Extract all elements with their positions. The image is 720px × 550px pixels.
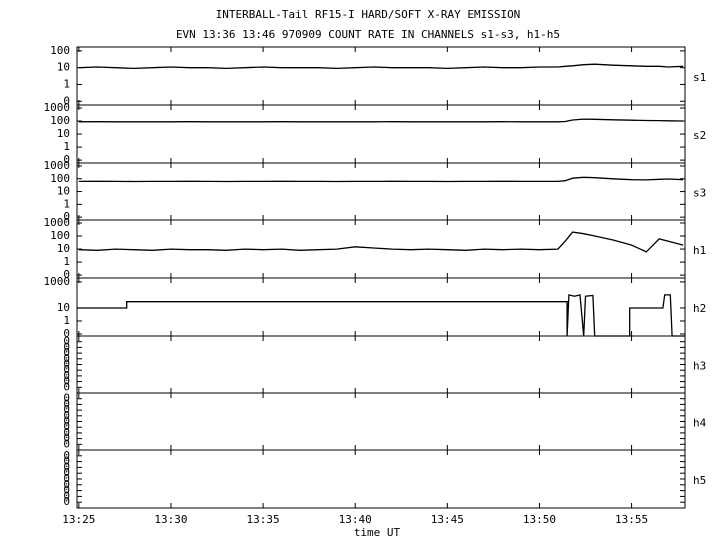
y-tick-label: 0 (63, 495, 70, 508)
y-tick-label: 100 (50, 229, 70, 242)
y-tick-label: 0 (63, 335, 70, 348)
chart-subtitle: EVN 13:36 13:46 970909 COUNT RATE IN CHA… (176, 28, 560, 41)
panel-label: h2 (693, 302, 706, 315)
y-tick-label: 0 (63, 472, 70, 485)
y-tick-label: 0 (63, 460, 70, 473)
x-tick-label: 13:50 (523, 513, 556, 526)
panel-label: s2 (693, 129, 706, 142)
panel-label: h5 (693, 474, 706, 487)
y-tick-label: 10 (57, 242, 70, 255)
y-tick-label: 0 (63, 432, 70, 445)
chart-title: INTERBALL-Tail RF15-I HARD/SOFT X-RAY EM… (216, 8, 521, 21)
data-line (78, 176, 684, 183)
panel-label: h4 (693, 417, 707, 430)
y-tick-label: 0 (63, 437, 70, 450)
y-tick-label: 1000 (44, 101, 71, 114)
y-tick-label: 1 (63, 255, 70, 268)
y-tick-label: 1 (63, 77, 70, 90)
panel-label: s1 (693, 71, 706, 84)
x-tick-label: 13:45 (431, 513, 464, 526)
y-tick-label: 0 (63, 352, 70, 365)
y-tick-label: 1 (63, 197, 70, 210)
data-line (78, 63, 684, 70)
x-tick-label: 13:30 (154, 513, 187, 526)
data-line (77, 294, 685, 337)
y-tick-label: 1 (63, 314, 70, 327)
x-axis-label: time UT (354, 526, 401, 539)
y-tick-label: 100 (50, 172, 70, 185)
y-tick-label: 1 (63, 140, 70, 153)
y-tick-label: 0 (63, 327, 70, 340)
y-tick-label: 100 (50, 114, 70, 127)
y-tick-label: 10 (57, 61, 70, 74)
y-tick-label: 100 (50, 44, 70, 57)
y-tick-label: 0 (63, 380, 70, 393)
y-tick-label: 1000 (44, 275, 71, 288)
data-line (78, 231, 684, 253)
y-tick-label: 0 (63, 392, 70, 405)
y-tick-label: 0 (63, 94, 70, 107)
panel-label: h3 (693, 360, 706, 373)
data-line (78, 118, 684, 123)
y-tick-label: 0 (63, 369, 70, 382)
panel-label: s3 (693, 187, 706, 200)
y-tick-label: 0 (63, 455, 70, 468)
y-tick-label: 0 (63, 403, 70, 416)
y-tick-label: 10 (57, 185, 70, 198)
y-tick-label: 10 (57, 127, 70, 140)
x-tick-label: 13:55 (615, 513, 648, 526)
y-tick-label: 0 (63, 409, 70, 422)
y-tick-label: 0 (63, 153, 70, 166)
y-tick-label: 0 (63, 449, 70, 462)
y-tick-label: 0 (63, 375, 70, 388)
y-tick-label: 0 (63, 489, 70, 502)
x-tick-label: 13:35 (247, 513, 280, 526)
y-tick-label: 1000 (44, 216, 71, 229)
y-tick-label: 0 (63, 340, 70, 353)
y-tick-label: 0 (63, 484, 70, 497)
y-tick-label: 0 (63, 420, 70, 433)
y-tick-label: 10 (57, 301, 70, 314)
y-tick-label: 0 (63, 466, 70, 479)
x-tick-label: 13:25 (62, 513, 95, 526)
y-tick-label: 1000 (44, 159, 71, 172)
y-tick-label: 0 (63, 210, 70, 223)
y-tick-label: 0 (63, 426, 70, 439)
y-tick-label: 0 (63, 346, 70, 359)
y-tick-label: 0 (63, 415, 70, 428)
y-tick-label: 0 (63, 397, 70, 410)
x-tick-label: 13:40 (339, 513, 372, 526)
y-tick-label: 0 (63, 478, 70, 491)
y-tick-label: 0 (63, 268, 70, 281)
y-tick-label: 0 (63, 358, 70, 371)
y-tick-label: 0 (63, 363, 70, 376)
panel-label: h1 (693, 244, 706, 257)
